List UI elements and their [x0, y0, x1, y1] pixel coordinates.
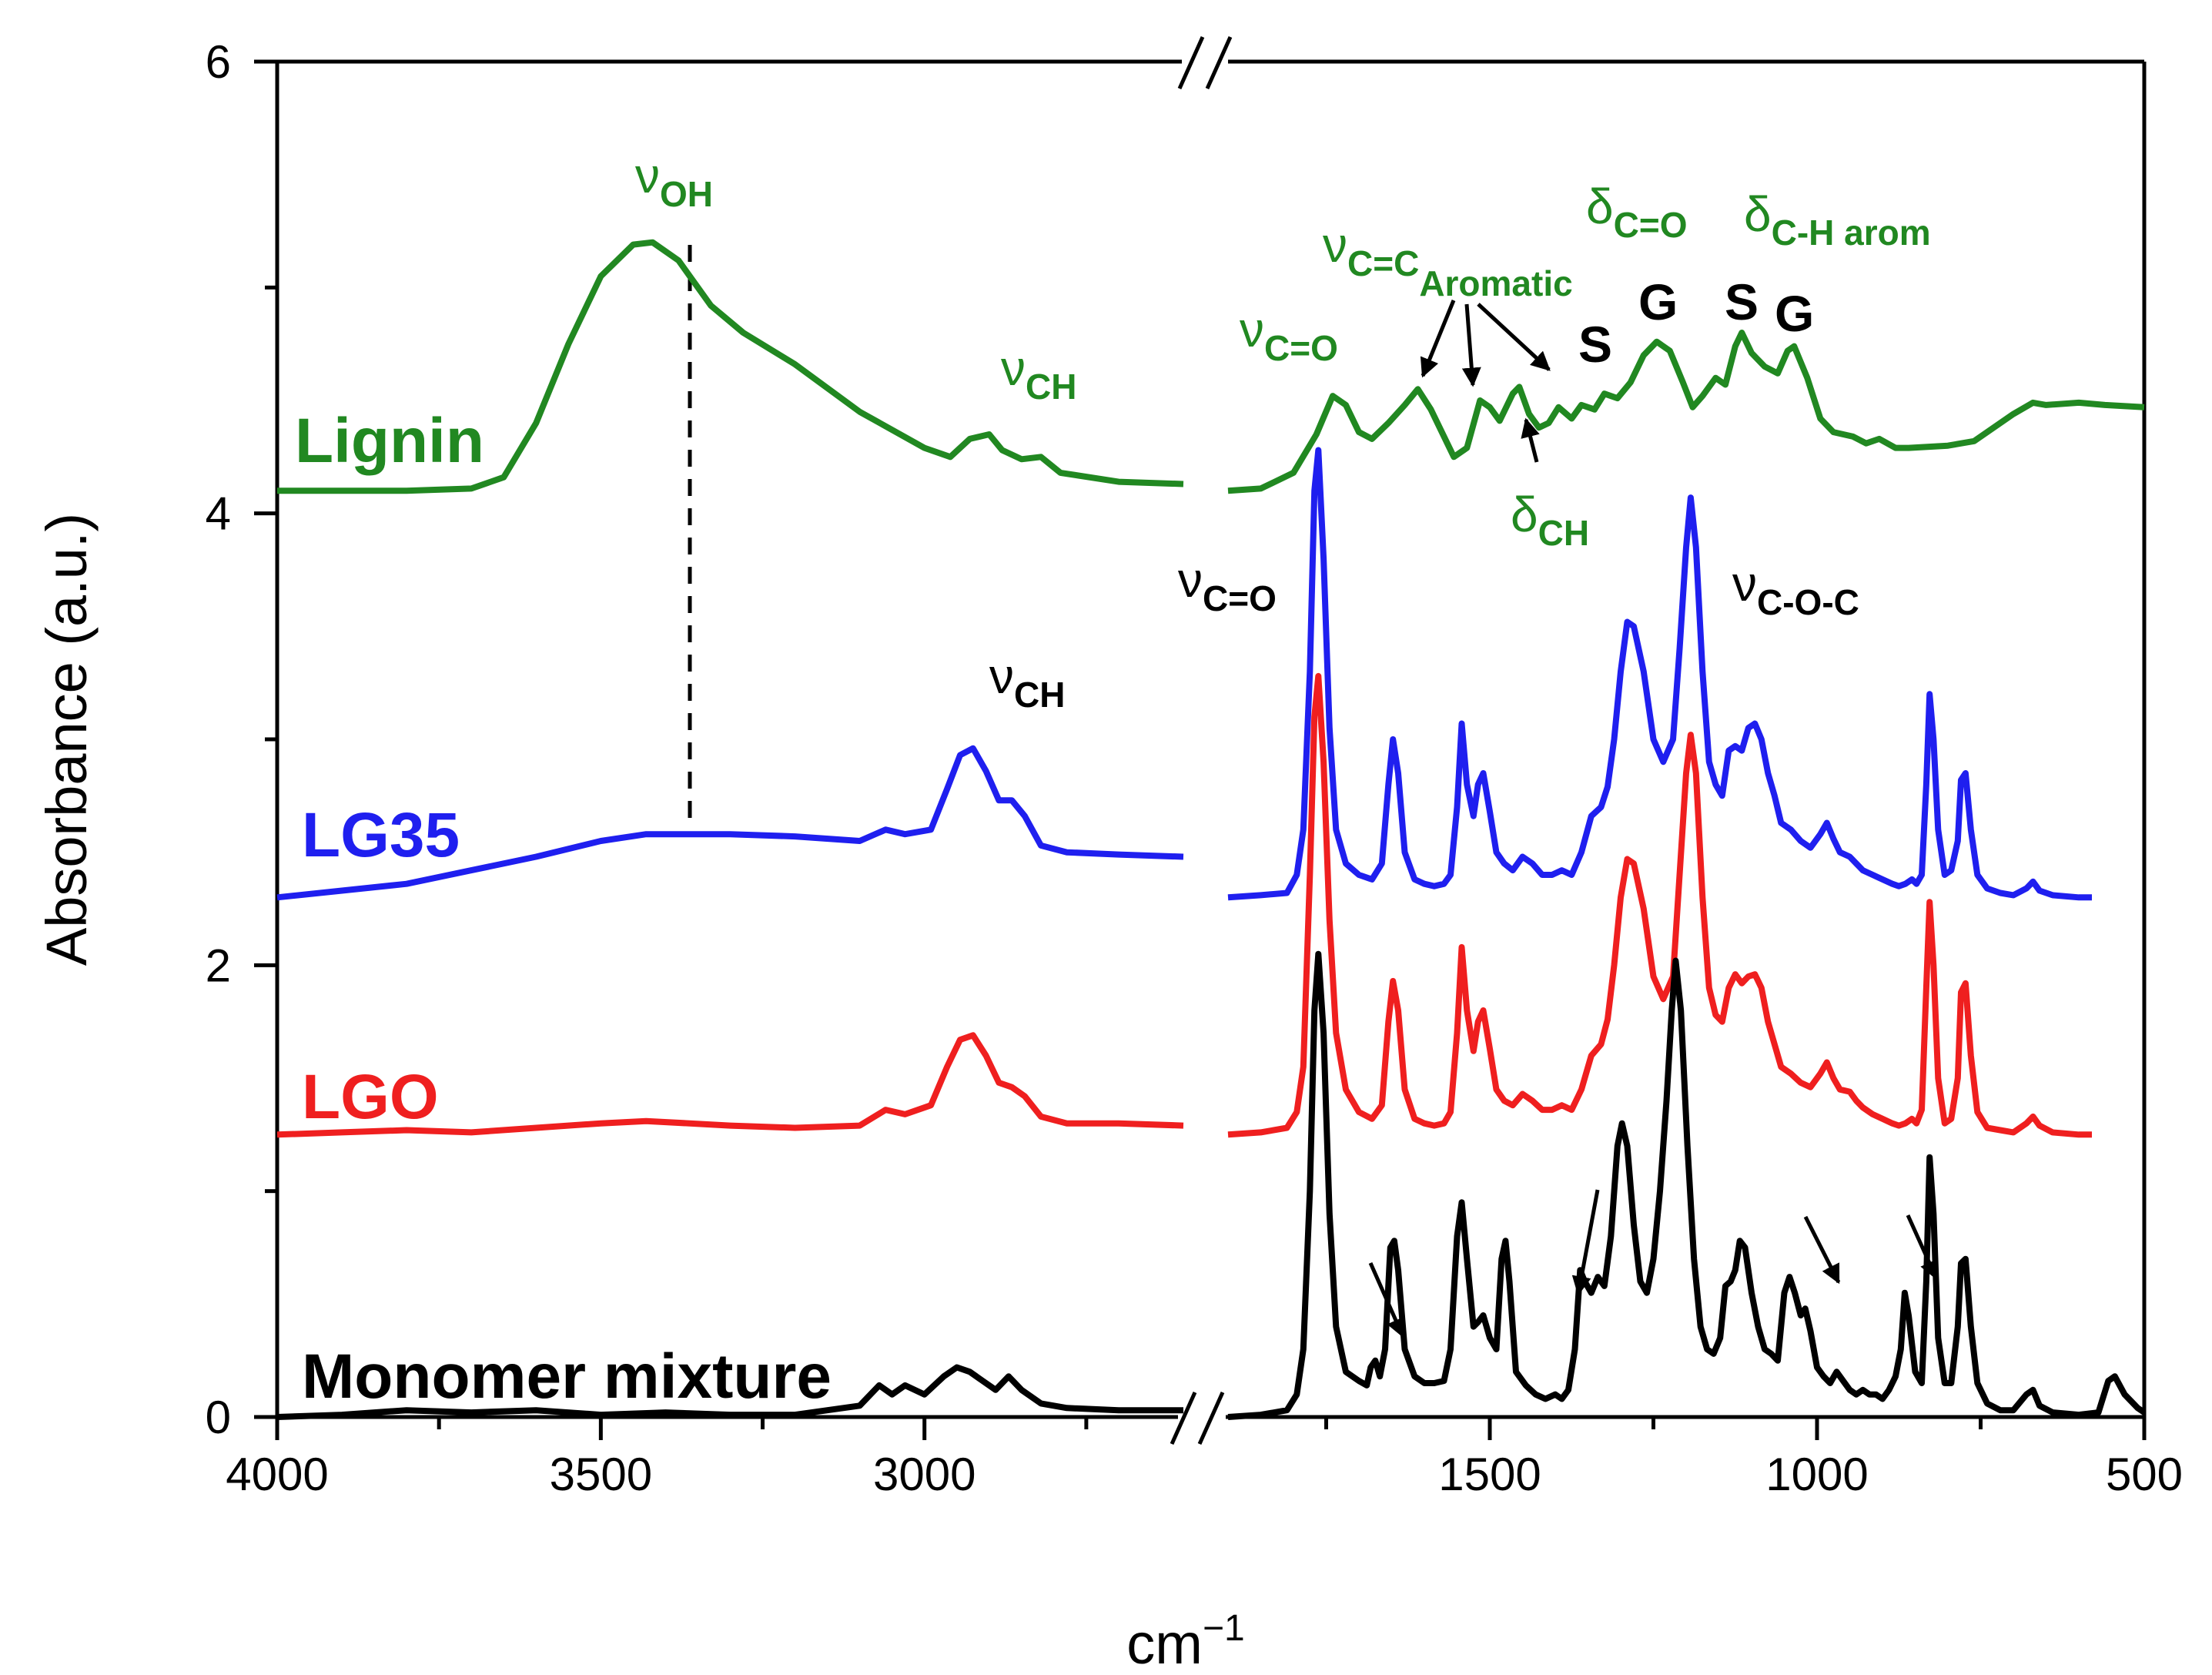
series-line-lg35-high — [276, 745, 1184, 901]
annot-nu-co-blue: νC=O — [1178, 552, 1277, 618]
arrow-mono-3 — [1803, 1215, 1841, 1285]
series-line-lgo-high — [276, 1032, 1184, 1138]
annot-g-2: G — [1775, 285, 1814, 342]
series-line-lg35-low — [1227, 447, 2092, 901]
y-axis-title: Absorbance (a.u.) — [35, 513, 99, 966]
series-line-lgo-low — [1227, 672, 2092, 1138]
annotation-arrows — [1368, 300, 1939, 1338]
x-axis-title: cm−1 — [1126, 1608, 1244, 1675]
axis-break-top — [1177, 35, 1233, 90]
series-label-monomer: Monomer mixture — [302, 1342, 832, 1412]
arrow-delta-ch — [1521, 417, 1540, 463]
x-tick-label-500: 500 — [2106, 1449, 2183, 1500]
x-tick-label-1500: 1500 — [1438, 1449, 1541, 1500]
axis-break-bottom — [1170, 1391, 1225, 1446]
series-label-lignin: Lignin — [295, 406, 484, 476]
x-tick-label-3500: 3500 — [550, 1449, 652, 1500]
annot-delta-co: δC=O — [1586, 179, 1688, 245]
axis-tick-labels: 4000 3500 3000 1500 1000 500 0 2 4 6 — [206, 36, 2183, 1500]
x-tick-label-3000: 3000 — [873, 1449, 975, 1500]
annotations: νOH νCH νC=O νC=CAromatic S G S G δC=O δ… — [635, 148, 1931, 715]
annot-nu-coc: νC-O-C — [1732, 556, 1859, 622]
y-tick-label-2: 2 — [206, 940, 231, 991]
x-axis-title-exponent: −1 — [1203, 1608, 1245, 1649]
annot-nu-cc-aromatic: νC=CAromatic — [1323, 217, 1573, 303]
arrow-mono-1 — [1368, 1261, 1405, 1338]
annot-delta-ch-arom: δC-H arom — [1744, 186, 1931, 253]
annot-nu-oh: νOH — [635, 148, 713, 214]
annot-s-1: S — [1578, 316, 1612, 373]
x-tick-label-4000: 4000 — [226, 1449, 328, 1500]
arrow-mono-2 — [1571, 1189, 1600, 1296]
series-label-lgo: LGO — [302, 1062, 439, 1132]
series-layer — [276, 239, 2147, 1420]
arrow-cc-1 — [1420, 300, 1456, 378]
annot-g-1: G — [1638, 273, 1678, 330]
y-tick-label-0: 0 — [206, 1392, 231, 1443]
annot-nu-ch-blue: νCH — [989, 648, 1065, 715]
series-line-monomer-mixture-high — [276, 1364, 1183, 1420]
annot-nu-ch-lignin: νCH — [1001, 340, 1076, 407]
plot-frame — [275, 59, 2147, 1419]
arrow-mono-4 — [1906, 1214, 1939, 1281]
y-tick-label-6: 6 — [206, 36, 231, 88]
series-line-lignin-high — [277, 239, 1184, 494]
series-label-lg35: LG35 — [302, 800, 460, 870]
arrow-cc-2 — [1461, 303, 1481, 387]
arrow-cc-3 — [1477, 303, 1551, 371]
y-tick-label-4: 4 — [206, 488, 231, 540]
x-tick-label-1000: 1000 — [1765, 1449, 1868, 1500]
x-axis-title-unit: cm — [1126, 1612, 1203, 1675]
annot-s-2: S — [1725, 273, 1759, 330]
series-line-monomer-mixture-low — [1227, 950, 2147, 1420]
series-line-lignin-low — [1227, 330, 2145, 494]
annot-delta-ch: δCH — [1511, 487, 1589, 553]
axis-ticks — [254, 59, 2147, 1440]
annot-nu-co-lignin: νC=O — [1240, 302, 1338, 368]
